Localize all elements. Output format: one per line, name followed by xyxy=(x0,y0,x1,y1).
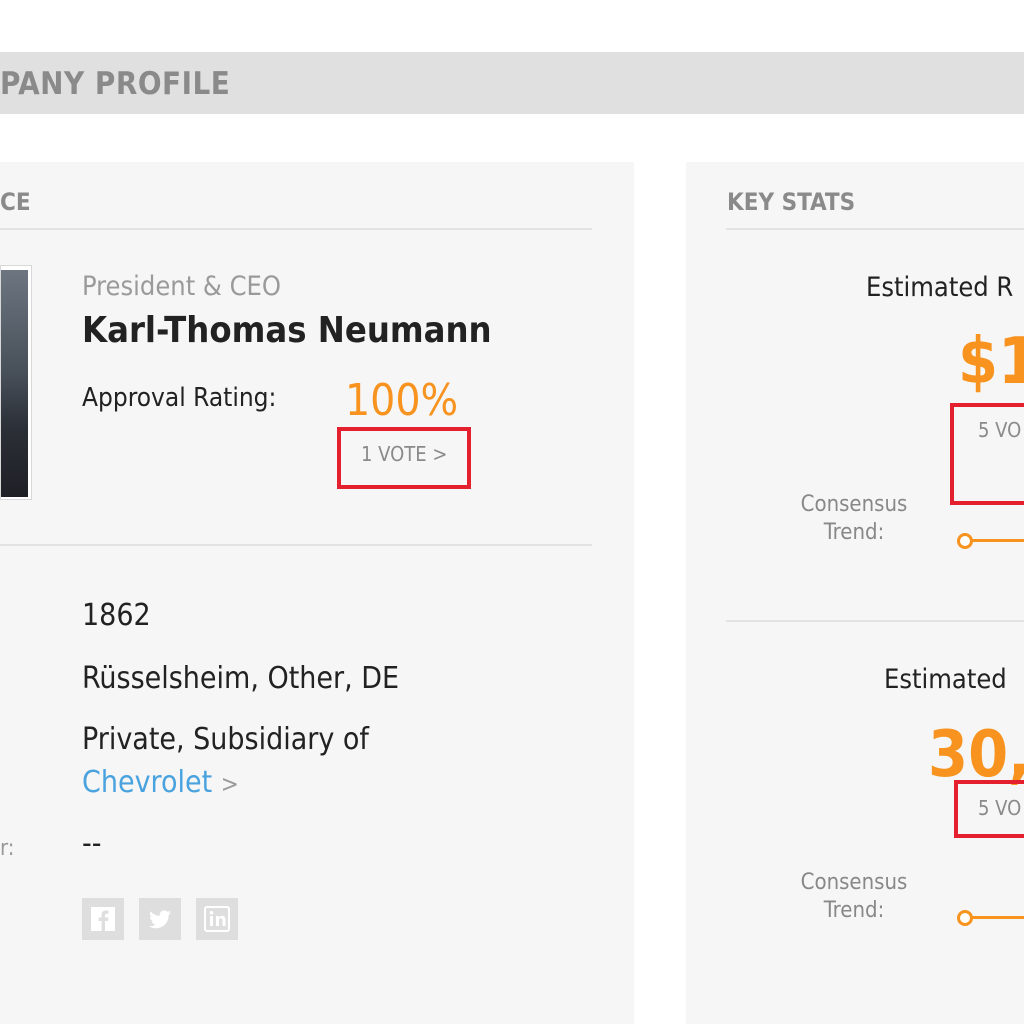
founded-value: 1862 xyxy=(82,598,151,633)
estimated-employees-label: Estimated xyxy=(884,664,1007,695)
parent-company: Chevrolet > xyxy=(82,765,239,800)
revenue-trend-line xyxy=(972,539,1024,542)
estimated-revenue-label: Estimated R xyxy=(866,272,1014,303)
facebook-icon[interactable] xyxy=(82,898,124,940)
key-stats-panel xyxy=(686,162,1024,1024)
key-stats-divider xyxy=(726,228,1024,230)
employees-votes-link[interactable]: 5 VO xyxy=(978,796,1022,820)
ceo-name: Karl-Thomas Neumann xyxy=(82,310,492,351)
approval-value: 100% xyxy=(345,375,459,426)
revenue-consensus-label: Consensus Trend: xyxy=(800,492,908,545)
revenue-votes-link[interactable]: 5 VO xyxy=(978,418,1022,442)
employees-votes-highlight xyxy=(954,780,1024,838)
parent-company-arrow: > xyxy=(220,770,239,798)
key-stats-title: KEY STATS xyxy=(727,188,856,216)
location-value: Rüsselsheim, Other, DE xyxy=(82,661,400,696)
ceo-role: President & CEO xyxy=(82,271,282,302)
revenue-trend-dot xyxy=(957,533,973,549)
profile-banner xyxy=(0,52,1024,114)
stats-divider xyxy=(726,620,1024,622)
ceo-photo xyxy=(0,265,32,500)
linkedin-icon[interactable] xyxy=(196,898,238,940)
ceo-votes-link[interactable]: 1 VOTE > xyxy=(361,442,448,466)
leadership-panel xyxy=(0,162,634,1024)
estimated-revenue-value: $1 xyxy=(958,325,1024,399)
approval-label: Approval Rating: xyxy=(82,383,277,413)
employees-trend-line xyxy=(972,916,1024,919)
info-label-fragment: r: xyxy=(0,836,15,861)
ceo-votes-highlight xyxy=(337,427,471,489)
employees-trend-dot xyxy=(957,910,973,926)
other-value: -- xyxy=(82,826,102,861)
twitter-icon[interactable] xyxy=(139,898,181,940)
leadership-divider xyxy=(0,228,592,230)
ownership-value: Private, Subsidiary of xyxy=(82,722,369,757)
revenue-votes-highlight xyxy=(950,403,1024,505)
employees-consensus-label: Consensus Trend: xyxy=(800,870,908,923)
estimated-employees-value: 30, xyxy=(928,718,1024,792)
info-divider xyxy=(0,544,592,546)
parent-company-link[interactable]: Chevrolet xyxy=(82,765,213,800)
leadership-section-title: CE xyxy=(0,188,31,216)
page-title: PANY PROFILE xyxy=(0,66,231,102)
